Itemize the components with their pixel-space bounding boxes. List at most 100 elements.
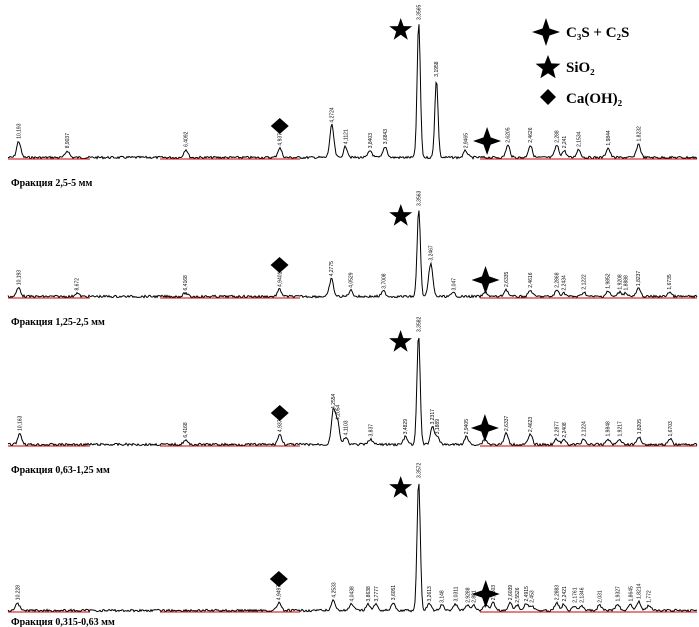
peak-label: 1,9327 xyxy=(615,586,621,602)
legend-item-sio2: SiO₂ xyxy=(535,55,595,79)
diamond-icon xyxy=(540,89,556,105)
peak-label: 3,1958 xyxy=(434,61,440,77)
peak-label: 4,9401 xyxy=(277,271,283,287)
peak-label: 2,288 xyxy=(555,130,561,143)
peak-label: 2,031 xyxy=(598,590,604,603)
peak-label: 3,0311 xyxy=(453,586,459,601)
peak-label: 4,2775 xyxy=(329,261,335,277)
peak-label: 10,193 xyxy=(17,270,23,286)
peak-label: 3,3563 xyxy=(417,190,423,206)
star5-icon xyxy=(389,476,413,498)
peak-label: 4,1121 xyxy=(343,129,349,144)
pattern-4: 10,228 4,9497 4,2533 4,0438 3,8638 3,7777 3,60… xyxy=(7,462,698,627)
trace-line xyxy=(7,483,698,613)
legend-label-caoh2: Ca(OH)₂ xyxy=(566,91,623,107)
peak-label: 4,1103 xyxy=(344,420,350,435)
peak-label: 1,8888 xyxy=(624,275,630,291)
peak-label: 2,6337 xyxy=(504,415,510,431)
peak-label: 3,1889 xyxy=(435,419,441,435)
peak-label: 2,1224 xyxy=(582,421,588,437)
peak-label: 3,2467 xyxy=(429,245,435,261)
peak-label: 3,047 xyxy=(451,278,457,291)
diamond-icon xyxy=(270,118,289,134)
peak-label: 1,9217 xyxy=(617,421,623,437)
peak-label: 2,2434 xyxy=(562,275,568,291)
peak-label: 3,3565 xyxy=(417,4,423,20)
legend-item-caoh2: Ca(OH)₂ xyxy=(540,89,623,107)
peak-label: 1,9844 xyxy=(606,130,612,146)
peak-label: 2,4623 xyxy=(528,417,534,433)
peak-label: 2,6039 xyxy=(508,585,514,601)
peak-label: 2,6205 xyxy=(506,127,512,143)
peak-label: 4,0529 xyxy=(349,272,355,288)
peak-label: 2,4915 xyxy=(524,586,530,602)
peak-label: 3,7777 xyxy=(374,586,380,602)
legend-label-sio2: SiO₂ xyxy=(566,60,595,76)
peak-label: 1,772 xyxy=(647,590,653,603)
peak-label: 2,2877 xyxy=(555,421,561,437)
star4-icon xyxy=(473,127,502,155)
peak-label: 3,837 xyxy=(368,424,374,437)
star5-icon xyxy=(535,55,561,79)
peak-label: 3,8638 xyxy=(366,586,372,602)
peak-label: 2,1534 xyxy=(576,131,582,147)
diamond-icon xyxy=(269,571,288,587)
trace-line xyxy=(7,24,698,160)
peak-label: 2,2421 xyxy=(562,586,568,602)
peak-label: 1,8232 xyxy=(636,126,642,142)
peak-label: 3,2613 xyxy=(427,586,433,602)
peak-label: 3,4829 xyxy=(403,419,409,435)
peak-label: 8,672 xyxy=(75,278,81,291)
peak-label: 3,6843 xyxy=(383,129,389,145)
peak-label: 4,2054 xyxy=(335,404,341,420)
peak-label: 1,9848 xyxy=(606,421,612,437)
peak-label: 6,4168 xyxy=(183,275,189,291)
trace-line xyxy=(7,337,698,447)
peak-label: 2,9465 xyxy=(464,133,470,149)
peak-label: 2,9405 xyxy=(464,419,470,435)
peak-label: 3,6051 xyxy=(391,585,397,601)
peak-label: 4,2533 xyxy=(331,582,337,598)
peak-label: 3,7008 xyxy=(381,273,387,289)
peak-label: 2,4616 xyxy=(528,272,534,288)
pattern-2: 10,193 8,672 6,4168 4,9401 4,2775 4,0529 3,700… xyxy=(7,190,698,328)
fraction-label: Фракция 0,315-0,63 мм xyxy=(11,617,115,627)
peak-label: 3,3582 xyxy=(416,316,422,332)
peak-label: 2,1222 xyxy=(582,274,588,290)
star4-icon xyxy=(532,18,560,46)
peak-label: 2,2868 xyxy=(555,272,561,288)
trace-line xyxy=(7,210,698,299)
peak-label: 3,3572 xyxy=(417,462,423,478)
peak-label: 4,9374 xyxy=(278,130,284,146)
diamond-icon xyxy=(270,257,289,273)
peak-label: 2,5526 xyxy=(515,587,521,603)
star5-icon xyxy=(389,204,413,226)
star4-icon xyxy=(471,266,500,294)
peak-label: 1,8214 xyxy=(637,583,643,599)
diamond-icon xyxy=(270,405,289,421)
peak-label: 2,453 xyxy=(530,590,536,603)
peak-label: 1,8237 xyxy=(636,271,642,287)
fraction-label: Фракция 2,5-5 мм xyxy=(11,178,92,189)
peak-label: 2,1346 xyxy=(580,587,586,603)
peak-label: 3,2317 xyxy=(430,409,436,425)
peak-label: 6,4168 xyxy=(183,422,189,438)
peak-label: 10,228 xyxy=(15,585,21,601)
peak-label: 2,2408 xyxy=(562,422,568,438)
star5-icon xyxy=(389,18,413,40)
peak-label: 3,148 xyxy=(440,590,446,603)
peak-label: 2,881 xyxy=(472,590,478,603)
peak-label: 8,9037 xyxy=(65,133,71,149)
peak-label: 4,9374 xyxy=(278,417,284,433)
peak-label: 2,1761 xyxy=(573,587,579,603)
peak-label: 2,6335 xyxy=(504,271,510,287)
peak-label: 2,241 xyxy=(562,136,568,149)
peak-label: 10,163 xyxy=(18,415,24,431)
peak-label: 2,2883 xyxy=(555,585,561,601)
fraction-label: Фракция 0,63-1,25 мм xyxy=(11,465,110,476)
peak-label: 4,0438 xyxy=(349,586,355,602)
peak-label: 1,8205 xyxy=(637,419,643,435)
peak-label: 6,4092 xyxy=(184,131,190,147)
